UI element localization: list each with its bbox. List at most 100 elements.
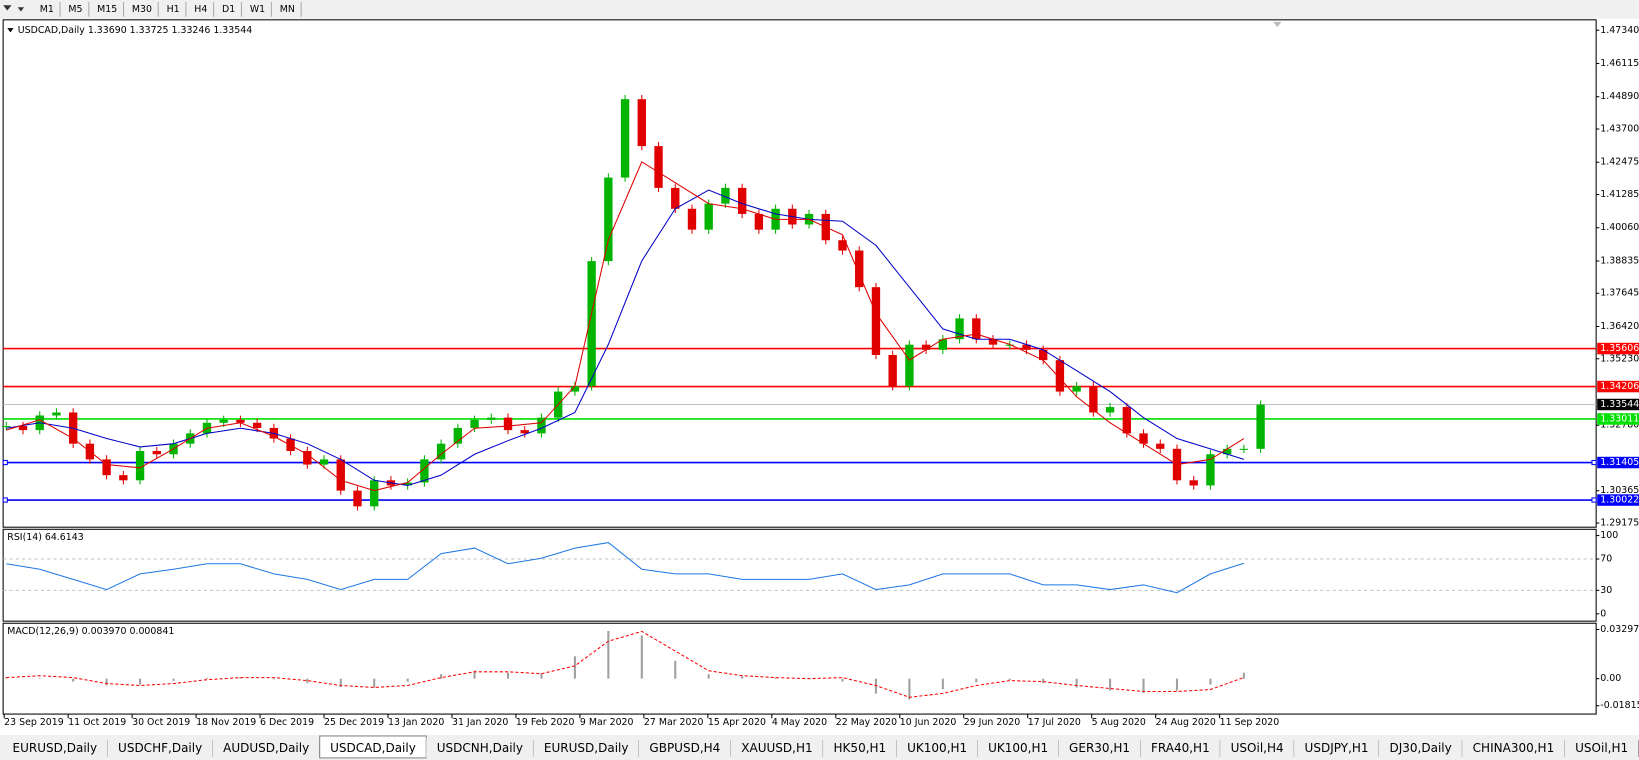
tab[interactable]: USOil,H4: [1220, 738, 1295, 758]
level-label: 1.34206: [1600, 381, 1639, 392]
tab-label[interactable]: USOil,H1: [1575, 741, 1628, 755]
tab[interactable]: GBPUSD,H4: [638, 738, 732, 758]
tab[interactable]: UK100,H1: [896, 738, 979, 758]
tab[interactable]: AUDUSD,Daily: [212, 738, 321, 758]
timeframe-button[interactable]: M15: [97, 4, 117, 15]
tab[interactable]: EURUSD,Daily: [533, 738, 640, 758]
macd-bar: [540, 673, 543, 679]
candle: [252, 422, 262, 428]
tab-label[interactable]: CHINA300,H1: [1473, 741, 1555, 755]
tab-label[interactable]: DJ30,Daily: [1389, 741, 1451, 755]
candle: [1055, 360, 1065, 392]
tab[interactable]: USDCHF,Daily: [107, 738, 214, 758]
tab-label[interactable]: USDJPY,H1: [1305, 741, 1369, 755]
tab-label[interactable]: EURUSD,Daily: [544, 741, 629, 755]
level-label-bg: [1597, 398, 1639, 411]
tab[interactable]: DJ30,Daily: [1379, 738, 1463, 758]
macd-bar: [205, 677, 209, 679]
tab-bg: [1379, 738, 1463, 758]
chart-title: USDCAD,Daily 1.33690 1.33725 1.33246 1.3…: [18, 25, 252, 36]
x-tick-label: 11 Oct 2019: [68, 717, 126, 728]
candle: [336, 459, 345, 491]
timeframe-button[interactable]: H4: [194, 4, 207, 15]
tab-label[interactable]: AUDUSD,Daily: [223, 741, 309, 755]
macd-bar: [1042, 678, 1045, 684]
tab[interactable]: GER30,H1: [1058, 738, 1142, 758]
rsi-tick-label: 30: [1600, 585, 1612, 596]
x-tick-label: 29 Jun 2020: [964, 717, 1021, 728]
x-tick-label: 23 Sep 2019: [4, 717, 64, 728]
x-tick-label: 27 Mar 2020: [644, 717, 704, 728]
level-label: 1.31405: [1600, 457, 1639, 468]
y-tick-label: 1.29175: [1600, 518, 1639, 529]
tab-label[interactable]: FRA40,H1: [1151, 741, 1210, 755]
tab-bg: [1220, 738, 1295, 758]
tab[interactable]: USOil,H1: [1564, 738, 1639, 758]
timeframe-button[interactable]: MN: [280, 4, 295, 15]
tab-label[interactable]: USDCAD,Daily: [330, 741, 416, 755]
candle: [537, 417, 546, 434]
timeframe-button[interactable]: D1: [222, 4, 235, 15]
rsi-line: [6, 542, 1245, 594]
candle: [888, 354, 897, 387]
tab[interactable]: HK50,H1: [823, 738, 898, 758]
tab[interactable]: USDJPY,H1: [1294, 738, 1380, 758]
tab-label[interactable]: EURUSD,Daily: [13, 741, 98, 755]
tab[interactable]: USDCAD,Daily: [319, 735, 427, 759]
level-label-bg: [1597, 413, 1639, 425]
x-tick-label: 17 Jul 2020: [1028, 717, 1081, 728]
macd-tick-label: 0.00: [1600, 673, 1621, 684]
candle: [921, 344, 931, 350]
macd-bar: [908, 678, 911, 700]
tab-label[interactable]: UK100,H1: [988, 741, 1048, 755]
tab-label[interactable]: USDCHF,Daily: [118, 741, 202, 755]
candle: [503, 417, 513, 431]
x-tick-label: 31 Jan 2020: [452, 717, 508, 728]
macd-bar: [105, 678, 108, 686]
rsi-title: RSI(14) 64.6143: [7, 532, 83, 543]
tab-label[interactable]: USDCNH,Daily: [437, 741, 523, 755]
y-tick-label: 1.30365: [1600, 485, 1639, 496]
macd-bar: [1242, 672, 1245, 679]
title-arrow: [7, 28, 14, 33]
macd-bar: [373, 678, 376, 688]
tab-bg: [1140, 738, 1221, 758]
timeframe-button[interactable]: M5: [68, 4, 82, 15]
timeframe-button[interactable]: H1: [167, 4, 180, 15]
candle: [303, 451, 312, 465]
tab-label[interactable]: GER30,H1: [1069, 741, 1130, 755]
tab-label[interactable]: USOil,H4: [1231, 741, 1284, 755]
x-tick-label: 25 Dec 2019: [324, 717, 384, 728]
x-tick-label: 11 Sep 2020: [1220, 717, 1280, 728]
tab[interactable]: USDCNH,Daily: [426, 738, 534, 758]
tab-label[interactable]: UK100,H1: [907, 741, 967, 755]
x-tick-label: 4 May 2020: [772, 717, 827, 728]
timeframe-button[interactable]: W1: [250, 4, 265, 15]
tab-label[interactable]: GBPUSD,H4: [649, 741, 720, 755]
timeframe-button[interactable]: M1: [40, 4, 54, 15]
tab[interactable]: UK100,H1: [977, 738, 1060, 758]
ma-slow: [6, 189, 1245, 486]
level-label: 1.35606: [1600, 343, 1639, 354]
tab[interactable]: CHINA300,H1: [1462, 738, 1566, 758]
toolbar-icons[interactable]: [3, 5, 25, 12]
rsi-tick-label: 70: [1600, 554, 1612, 565]
tab-label[interactable]: HK50,H1: [834, 741, 887, 755]
macd-bar: [172, 678, 175, 681]
timeframe-button[interactable]: M30: [132, 4, 152, 15]
level-handle: [2, 459, 8, 466]
rsi-tick-label: 0: [1600, 608, 1606, 619]
tab-bg: [896, 738, 978, 758]
candle: [604, 177, 613, 262]
tab[interactable]: EURUSD,Daily: [2, 738, 109, 758]
macd-bar: [841, 678, 844, 682]
macd-panel: [2, 622, 1597, 715]
candle: [988, 339, 998, 345]
tab-label[interactable]: XAUUSD,H1: [741, 741, 812, 755]
candle: [436, 443, 446, 460]
tab[interactable]: FRA40,H1: [1140, 738, 1221, 758]
tab[interactable]: XAUUSD,H1: [730, 738, 824, 758]
macd-bar: [941, 678, 944, 690]
tab-bg: [823, 738, 897, 758]
